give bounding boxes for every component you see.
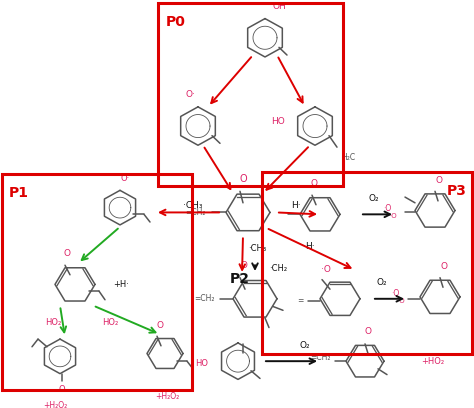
- Text: =: =: [298, 296, 304, 305]
- Text: H·: H·: [305, 242, 315, 251]
- Text: HO₂: HO₂: [102, 318, 118, 327]
- Text: H·: H·: [291, 201, 301, 210]
- Text: HO: HO: [271, 117, 285, 126]
- Text: O·: O·: [185, 90, 195, 99]
- Bar: [262, 172, 472, 355]
- Text: =CH₂: =CH₂: [194, 294, 215, 303]
- Text: ·O: ·O: [391, 288, 399, 297]
- Text: OH: OH: [273, 2, 287, 11]
- Text: P1: P1: [9, 186, 29, 200]
- Text: =CH₂: =CH₂: [310, 353, 331, 362]
- Text: P3: P3: [447, 184, 467, 197]
- Text: H₂C: H₂C: [341, 153, 355, 162]
- Text: O: O: [440, 262, 447, 271]
- Text: +HO₂: +HO₂: [421, 357, 444, 366]
- Text: +H₂O₂: +H₂O₂: [155, 392, 179, 401]
- Text: P0: P0: [166, 15, 186, 29]
- Text: ·CH₂: ·CH₂: [269, 264, 287, 273]
- Text: +H₂O₂: +H₂O₂: [43, 401, 67, 408]
- Text: HO₂: HO₂: [45, 318, 61, 327]
- Text: O₂: O₂: [377, 278, 387, 287]
- Text: ·O: ·O: [321, 265, 331, 274]
- Text: HO: HO: [195, 359, 208, 368]
- Text: O: O: [64, 248, 71, 257]
- Text: +H·: +H·: [113, 280, 129, 289]
- Text: ·CH₃: ·CH₃: [248, 244, 266, 253]
- Text: O₂: O₂: [369, 194, 379, 203]
- Text: O: O: [156, 321, 164, 330]
- Text: ·O: ·O: [397, 298, 405, 304]
- Text: O: O: [239, 174, 247, 184]
- Text: ·O: ·O: [383, 204, 391, 213]
- Bar: [2, 174, 192, 390]
- Bar: [158, 3, 343, 186]
- Text: P2: P2: [230, 272, 250, 286]
- Text: O: O: [310, 180, 318, 188]
- Text: ·O: ·O: [389, 213, 397, 219]
- Text: O: O: [365, 327, 372, 336]
- Text: ·CH₃: ·CH₃: [183, 201, 203, 210]
- Text: =CH₂: =CH₂: [185, 208, 206, 217]
- Text: O: O: [59, 385, 65, 394]
- Text: ·O: ·O: [238, 261, 248, 270]
- Text: O: O: [436, 175, 443, 184]
- Text: O·: O·: [120, 174, 129, 183]
- Text: O₂: O₂: [300, 341, 310, 350]
